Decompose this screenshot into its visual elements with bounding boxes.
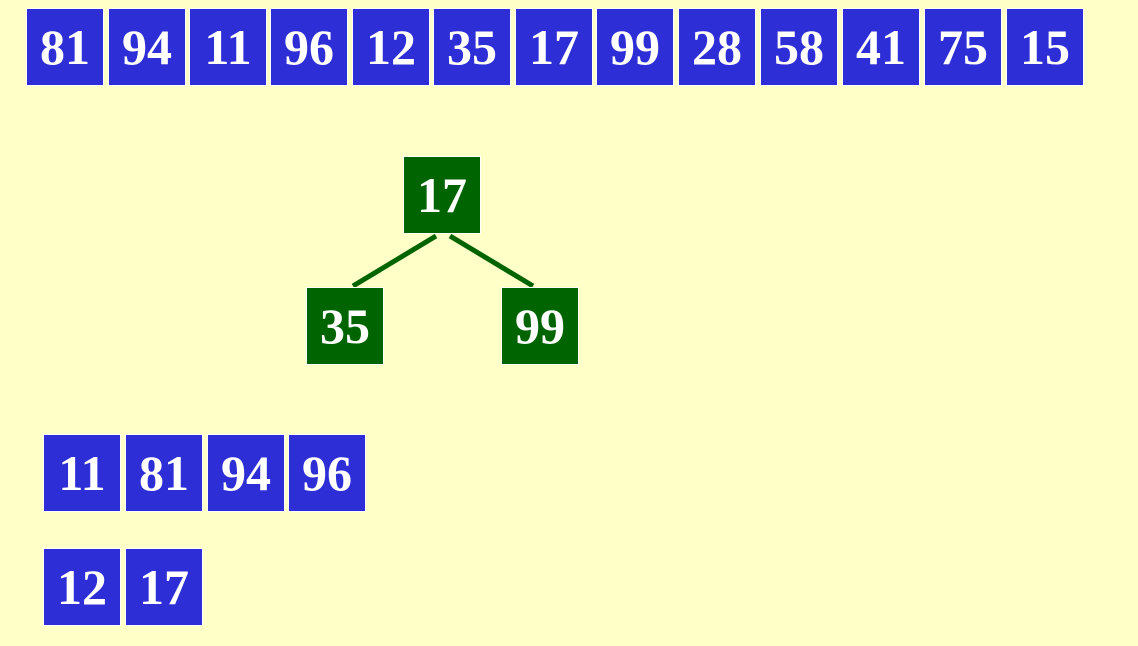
input-cell: 75 xyxy=(924,8,1002,86)
run-cell: 94 xyxy=(207,434,285,512)
input-cell: 96 xyxy=(270,8,348,86)
heap-right-node: 99 xyxy=(501,287,579,365)
heap-left-node: 35 xyxy=(306,287,384,365)
input-cell: 15 xyxy=(1006,8,1084,86)
input-cell: 94 xyxy=(108,8,186,86)
input-cell: 35 xyxy=(433,8,511,86)
input-cell: 58 xyxy=(760,8,838,86)
run-cell: 81 xyxy=(125,434,203,512)
input-cell: 41 xyxy=(842,8,920,86)
run-cell: 12 xyxy=(43,548,121,626)
edge-root-left xyxy=(351,233,438,289)
heap-root-node: 17 xyxy=(403,156,481,234)
run-cell: 17 xyxy=(125,548,203,626)
run-cell: 96 xyxy=(288,434,366,512)
input-cell: 81 xyxy=(26,8,104,86)
input-cell: 28 xyxy=(678,8,756,86)
input-cell: 12 xyxy=(352,8,430,86)
input-cell: 99 xyxy=(596,8,674,86)
input-cell: 11 xyxy=(189,8,267,86)
input-cell: 17 xyxy=(515,8,593,86)
run-cell: 11 xyxy=(43,434,121,512)
edge-root-right xyxy=(448,233,535,289)
